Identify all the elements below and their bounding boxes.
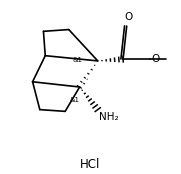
Text: &1: &1 [73,57,83,63]
Text: HCl: HCl [80,158,101,171]
Text: NH₂: NH₂ [99,112,118,122]
Text: O: O [124,12,133,22]
Text: &1: &1 [69,97,79,103]
Text: O: O [151,54,159,64]
